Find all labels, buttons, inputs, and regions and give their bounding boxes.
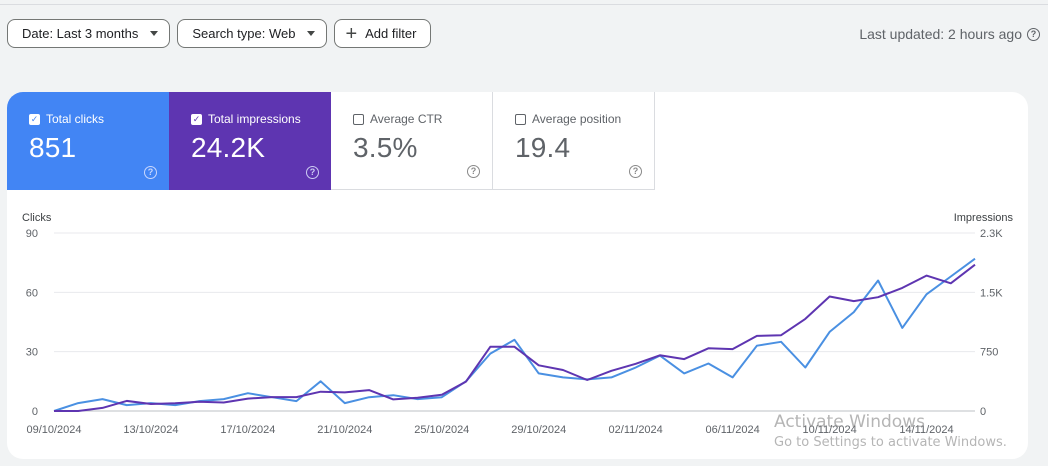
x-tick-label: 17/10/2024 [220, 424, 275, 436]
series-line-clicks [53, 257, 976, 412]
metric-value: 851 [29, 132, 77, 163]
top-divider [0, 4, 1048, 5]
y-left-tick-label: 0 [32, 406, 38, 418]
x-tick-label: 14/11/2024 [899, 424, 953, 436]
metric-tiles: ✓ Total clicks 851 ? ✓ Total impressions… [7, 92, 655, 190]
chevron-down-icon [307, 31, 316, 36]
chevron-down-icon [150, 31, 159, 36]
last-updated: Last updated: 2 hours ago ? [859, 26, 1040, 42]
metric-label: Total impressions [208, 112, 301, 126]
performance-chart[interactable]: 0 0 30 750 60 1.5K 90 2.3K Clicks Impressions 09/1… [7, 92, 1028, 459]
metric-label: Total clicks [46, 112, 105, 126]
date-filter-label: Date: Last 3 months [22, 26, 139, 41]
y-right-tick-label: 0 [980, 406, 986, 418]
y-left-tick-label: 90 [26, 228, 38, 240]
x-tick-label: 06/11/2024 [706, 424, 760, 436]
help-icon[interactable]: ? [144, 166, 157, 179]
x-tick-label: 25/10/2024 [414, 424, 469, 436]
y-right-tick-label: 1.5K [980, 287, 1003, 299]
help-icon[interactable]: ? [306, 166, 319, 179]
y-left-tick-label: 60 [26, 287, 38, 299]
checkbox-checked-icon[interactable]: ✓ [29, 113, 40, 125]
plus-icon: + [345, 22, 358, 45]
metric-value: 24.2K [191, 132, 266, 163]
y-right-tick-label: 750 [980, 347, 998, 359]
metric-tile-average-position[interactable]: Average position 19.4 ? [493, 92, 655, 190]
x-tick-label: 29/10/2024 [511, 424, 566, 436]
y-left-tick-label: 30 [26, 347, 38, 359]
help-icon[interactable]: ? [629, 165, 642, 178]
x-tick-label: 09/10/2024 [26, 424, 81, 436]
checkbox-checked-icon[interactable]: ✓ [191, 113, 202, 125]
x-tick-label: 02/11/2024 [609, 424, 663, 436]
search-type-filter-label: Search type: Web [192, 26, 296, 41]
metric-tile-average-ctr[interactable]: Average CTR 3.5% ? [331, 92, 493, 190]
x-tick-label: 13/10/2024 [123, 424, 178, 436]
metric-tile-total-clicks[interactable]: ✓ Total clicks 851 ? [7, 92, 169, 190]
help-icon[interactable]: ? [467, 165, 480, 178]
checkbox-unchecked-icon[interactable] [353, 113, 364, 125]
date-filter-chip[interactable]: Date: Last 3 months [7, 19, 171, 48]
y-left-axis-title: Clicks [22, 212, 52, 224]
y-right-tick-label: 2.3K [980, 228, 1003, 240]
metric-value: 19.4 [515, 132, 571, 163]
performance-card: ✓ Total clicks 851 ? ✓ Total impressions… [7, 92, 1028, 459]
add-filter-label: Add filter [365, 26, 417, 41]
x-tick-label: 21/10/2024 [317, 424, 372, 436]
metric-label: Average CTR [370, 112, 443, 126]
metric-label: Average position [532, 112, 622, 126]
y-right-axis-title: Impressions [954, 212, 1014, 224]
series-line-impressions [54, 263, 976, 412]
last-updated-text: Last updated: 2 hours ago [859, 26, 1022, 42]
x-tick-label: 10/11/2024 [802, 424, 856, 436]
metric-tile-total-impressions[interactable]: ✓ Total impressions 24.2K ? [169, 92, 331, 190]
help-icon[interactable]: ? [1027, 27, 1040, 41]
filter-bar: Date: Last 3 months Search type: Web + A… [7, 19, 432, 48]
search-type-filter-chip[interactable]: Search type: Web [177, 19, 328, 48]
checkbox-unchecked-icon[interactable] [515, 113, 526, 125]
metric-value: 3.5% [353, 132, 418, 163]
add-filter-button[interactable]: + Add filter [334, 19, 432, 48]
